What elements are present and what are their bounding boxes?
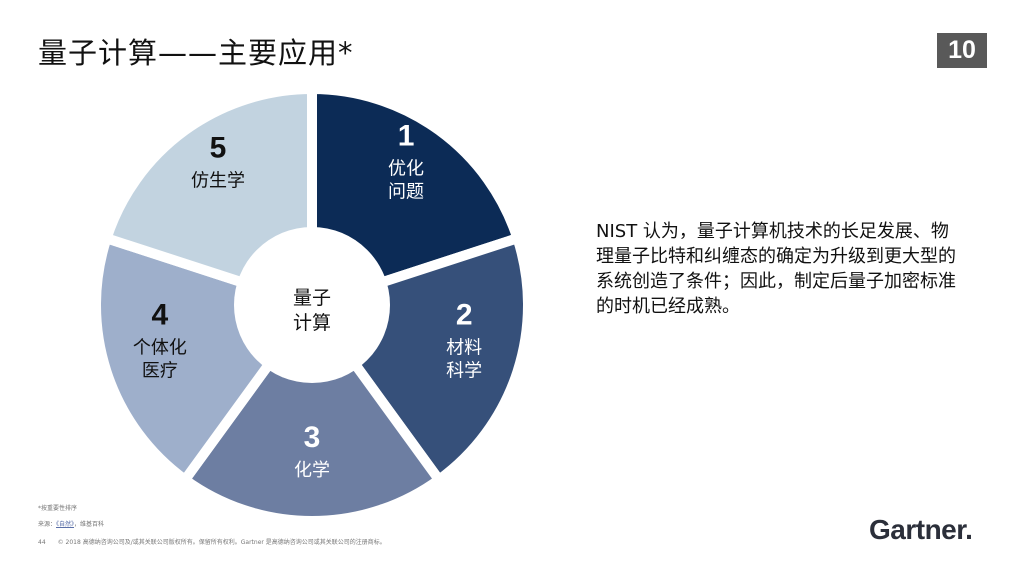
segment-2-number: 2: [456, 298, 473, 331]
gartner-logo: Gartner.: [869, 514, 973, 545]
segment-4-number: 4: [151, 298, 168, 331]
segment-2-label-line2: 科学: [446, 360, 482, 381]
segment-1-label-line2: 问题: [388, 182, 424, 203]
nist-description: NIST 认为，量子计算机技术的长足发展、物理量子比特和纠缠态的确定为升级到更大…: [596, 221, 956, 317]
segment-3-label-line1: 化学: [294, 460, 330, 481]
segment-4-label-line1: 个体化: [133, 337, 187, 358]
segment-1-label-line1: 优化: [388, 159, 424, 180]
segment-1-number: 1: [398, 120, 415, 153]
segment-5-number: 5: [210, 132, 227, 165]
footnote-source: 来源：《自然》，维基百科: [38, 519, 104, 528]
segment-2-label-line1: 材料: [446, 337, 482, 358]
wheel-center-label-line2: 计算: [293, 312, 331, 334]
wheel-center-label-line1: 量子: [293, 287, 331, 309]
page-number-badge: 10: [937, 33, 987, 68]
page-title: 量子计算——主要应用*: [38, 36, 354, 70]
footnote-importance: *按重要性排序: [38, 505, 78, 512]
footer-copyright: 44 © 2018 高德纳咨询公司及/或其关联公司版权所有。保留所有权利。Gart…: [38, 537, 386, 546]
source-link-nature[interactable]: 《自然》: [56, 521, 75, 528]
copyright-text: © 2018 高德纳咨询公司及/或其关联公司版权所有。保留所有权利。Gartne…: [57, 539, 386, 546]
segment-4-label-line2: 医疗: [142, 360, 178, 381]
wheel-segment-3: [180, 300, 444, 526]
source-prefix: 来源：: [38, 521, 57, 528]
segment-5-label-line1: 仿生学: [191, 171, 245, 192]
segment-3-number: 3: [304, 421, 321, 454]
source-suffix: ，维基百科: [74, 521, 105, 528]
wheel-center-circle: [234, 227, 390, 383]
footer-page-number: 44: [38, 539, 46, 546]
